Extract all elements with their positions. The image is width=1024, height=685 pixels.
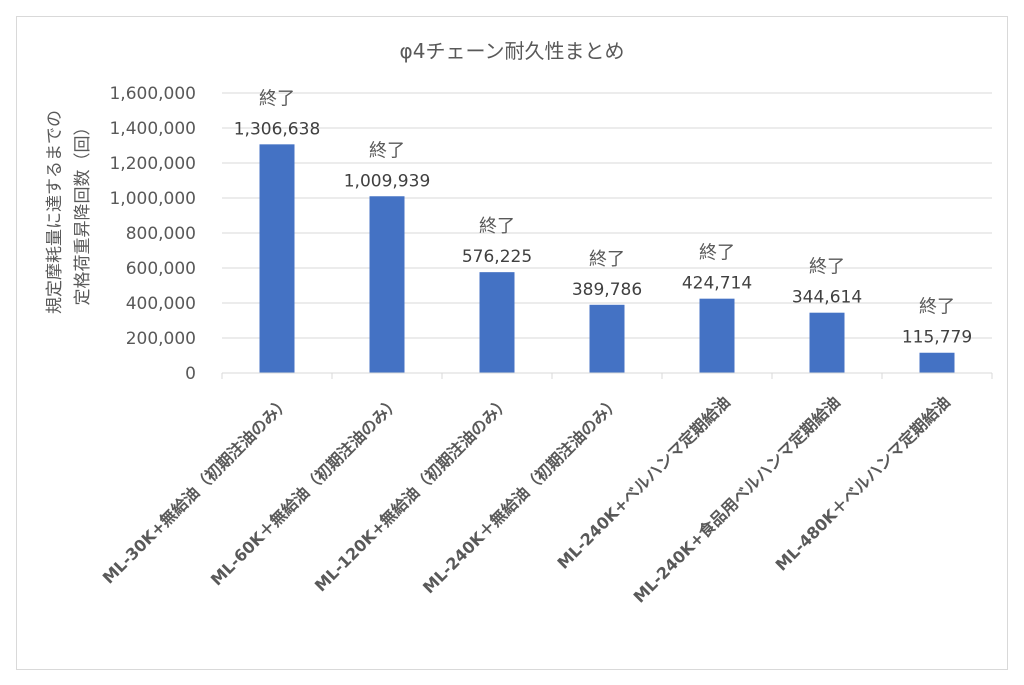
bar [589,304,625,373]
y-axis-label-line-2: 定格荷重昇降回数（回） [73,119,93,306]
y-tick-label: 1,200,000 [109,154,196,174]
y-tick-labels: 0 200,000 400,000 600,000 800,000 1,000,000 1,… [109,84,196,384]
end-annotation: 終了 [919,297,955,318]
data-label: 344,614 [792,288,862,308]
bar [699,298,735,373]
x-tick-label: ML-480K＋ベルハンマ定期給油 [772,392,954,574]
x-tick-label: ML-60K＋無給油（初期注油のみ） [207,392,404,589]
x-tick-label: ML-120K+無給油（初期注油のみ） [311,392,514,595]
end-annotation: 終了 [589,249,625,270]
end-annotation: 終了 [809,257,845,278]
y-tick-label: 400,000 [126,294,196,314]
end-annotation: 終了 [369,140,405,161]
bar [809,312,845,373]
y-tick-label: 200,000 [126,329,196,349]
y-tick-label: 0 [185,364,196,384]
y-tick-label: 600,000 [126,259,196,279]
end-annotation: 終了 [699,243,735,264]
data-label: 115,779 [902,328,972,348]
bar [259,144,295,373]
bar [369,196,405,373]
bar [479,272,515,373]
x-tick-label: ML-240K+食品用ベルハンマ定期給油 [630,392,844,606]
x-axis [221,372,993,379]
data-label: 389,786 [572,280,642,300]
bar [919,352,955,373]
x-tick-label: ML-240K+ベルハンマ定期給油 [554,392,734,572]
data-label: 576,225 [462,247,532,267]
gridlines [222,92,992,339]
x-tick-label: ML-240K＋無給油（初期注油のみ） [419,392,624,597]
y-tick-label: 1,000,000 [109,189,196,209]
y-tick-label: 800,000 [126,224,196,244]
data-label: 1,306,638 [234,119,321,139]
bars [259,144,955,373]
data-labels: 1,306,638 終了 1,009,939 終了 576,225 終了 389,786 終了… [234,88,972,347]
y-tick-label: 1,600,000 [109,84,196,104]
x-tick-labels: ML-30K+無給油（初期注油のみ）ML-60K＋無給油（初期注油のみ）ML-1… [99,392,954,606]
y-tick-label: 1,400,000 [109,119,196,139]
x-tick-label: ML-30K+無給油（初期注油のみ） [99,392,294,587]
data-label: 424,714 [682,274,752,294]
end-annotation: 終了 [479,216,515,237]
end-annotation: 終了 [259,88,295,109]
y-axis-label-line-1: 規定摩耗量に達するまでの [45,110,65,314]
chart-title: φ4チェーン耐久性まとめ [400,39,625,63]
data-label: 1,009,939 [344,171,431,191]
